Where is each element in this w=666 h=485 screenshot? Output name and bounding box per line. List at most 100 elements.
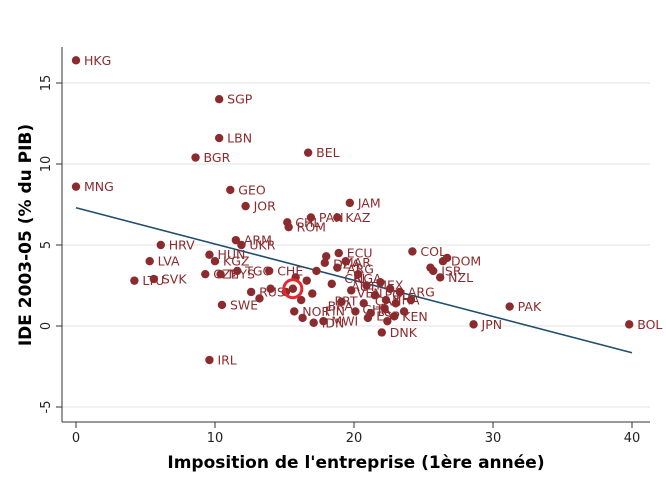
dense-label: ESP — [376, 308, 400, 323]
x-axis-label: Imposition de l'entreprise (1ère année) — [167, 453, 544, 473]
data-point — [426, 263, 435, 272]
dense-label: FIN — [325, 303, 345, 318]
data-point — [377, 328, 386, 337]
y-tick-label: -5 — [39, 401, 54, 414]
data-point — [353, 269, 363, 279]
x-tick-label: 20 — [346, 431, 363, 446]
data-point — [71, 56, 81, 65]
data-point — [201, 269, 210, 279]
point-label: ARG — [408, 284, 435, 299]
data-point — [308, 289, 317, 298]
data-point — [385, 284, 395, 293]
data-point — [505, 302, 514, 311]
point-label: CHE — [277, 263, 303, 278]
point-label: MNG — [84, 179, 114, 194]
data-point — [395, 287, 405, 297]
y-tick-label: 15 — [39, 75, 54, 92]
dense-label: MAR — [343, 255, 371, 270]
point-label: NOR — [302, 304, 330, 319]
axes: -5 0 5 10 15 0 10 20 30 40 — [39, 47, 650, 446]
data-point — [226, 185, 235, 195]
point-label: SWE — [230, 297, 258, 312]
dense-label: DZA — [333, 256, 360, 271]
fit-line — [75, 206, 633, 354]
point-label: JOR — [253, 199, 277, 214]
point-label: BEL — [316, 145, 339, 160]
point-label: LBN — [227, 131, 252, 146]
data-point — [205, 355, 214, 365]
point-label: MWI — [331, 314, 358, 329]
data-point — [309, 318, 318, 327]
highlight-marker — [282, 278, 304, 300]
data-point — [298, 313, 307, 323]
point-label: KGZ — [223, 254, 249, 269]
highlight-point — [288, 284, 298, 293]
point-label: GEO — [238, 182, 266, 197]
data-point — [320, 258, 330, 268]
data-point — [290, 307, 299, 316]
data-point — [390, 312, 399, 321]
data-point — [130, 276, 139, 285]
data-point — [435, 273, 445, 282]
data-point — [231, 235, 241, 245]
data-point — [71, 182, 81, 191]
data-point — [306, 213, 316, 222]
dense-label: VEN — [357, 286, 383, 301]
point-label: ROM — [297, 220, 326, 235]
point-label: IRL — [217, 353, 236, 368]
point-label: SVK — [162, 272, 187, 287]
dense-label: PRT — [335, 294, 358, 309]
data-point — [217, 300, 227, 310]
data-point — [145, 257, 154, 266]
data-points — [71, 56, 634, 365]
data-point — [363, 313, 373, 323]
point-label: ARM — [244, 233, 272, 248]
point-label: CZE — [213, 267, 238, 282]
data-point — [370, 291, 380, 300]
data-point — [327, 279, 336, 289]
point-label: PAN — [319, 210, 344, 225]
data-point — [391, 299, 400, 308]
point-label: HKG — [84, 53, 111, 68]
data-point — [210, 257, 220, 266]
data-point — [156, 240, 165, 250]
data-point — [345, 198, 355, 208]
data-point — [406, 295, 416, 305]
data-point — [469, 320, 478, 329]
point-label: TGO — [244, 263, 272, 278]
data-point — [625, 320, 634, 329]
point-label: DNK — [390, 325, 418, 340]
y-tick-label: 0 — [39, 322, 54, 330]
y-tick-label: 5 — [39, 241, 54, 249]
x-tick-label: 30 — [485, 431, 502, 446]
data-point — [442, 253, 452, 263]
dense-label: POL — [385, 287, 409, 302]
dense-label: BRA — [328, 299, 354, 314]
point-label: IDN — [322, 315, 345, 330]
data-point — [333, 213, 342, 222]
data-point — [149, 274, 159, 284]
dense-label: ITA — [372, 303, 391, 318]
point-label: UKR — [249, 238, 275, 253]
data-point — [351, 307, 360, 316]
point-label: KAZ — [345, 210, 370, 225]
data-point — [303, 148, 313, 157]
point-label: NZL — [448, 270, 473, 285]
point-label: HUN — [217, 247, 245, 262]
data-point — [408, 247, 417, 256]
x-tick-label: 40 — [624, 431, 641, 446]
data-point — [376, 278, 385, 287]
data-point — [233, 266, 242, 276]
point-label: MYS — [229, 267, 255, 282]
dense-label: AUT — [351, 279, 377, 294]
data-point — [399, 307, 409, 316]
regression-line — [75, 206, 633, 354]
data-point — [347, 286, 356, 295]
data-point — [322, 252, 331, 261]
data-point — [284, 222, 293, 232]
y-axis-label: IDE 2003-05 (% du PIB) — [16, 124, 36, 346]
data-point — [214, 95, 224, 104]
dense-label: CRI — [344, 271, 365, 286]
